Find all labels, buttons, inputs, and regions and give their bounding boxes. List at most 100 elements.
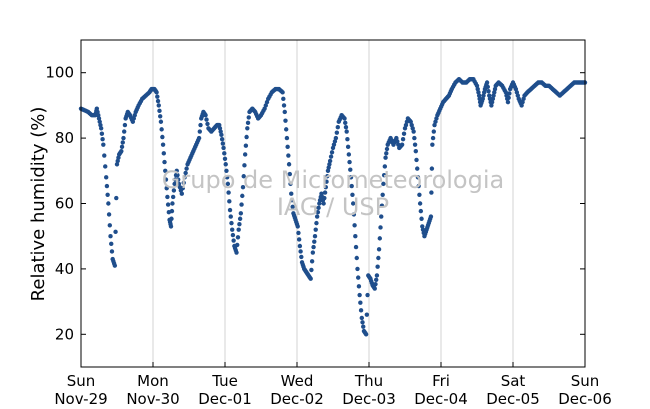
data-point (246, 115, 251, 120)
data-point (284, 135, 290, 141)
data-point (418, 208, 424, 214)
data-point (344, 129, 349, 134)
data-point (312, 239, 317, 244)
data-point (120, 140, 125, 145)
data-point (218, 129, 223, 134)
data-point (119, 148, 124, 154)
x-tick-day: Sun (67, 372, 96, 390)
data-point (217, 126, 223, 131)
data-point (103, 164, 108, 169)
data-point (112, 263, 118, 268)
data-point (474, 83, 480, 88)
data-point (333, 135, 339, 141)
data-point (102, 153, 107, 158)
x-tick-day: Thu (354, 372, 383, 390)
data-point (227, 207, 233, 213)
data-point (322, 190, 328, 195)
data-point (283, 118, 288, 123)
data-point (155, 94, 160, 99)
data-point (158, 119, 164, 124)
data-point (412, 135, 417, 141)
x-tick-day: Fri (432, 372, 450, 390)
data-point (96, 113, 101, 118)
data-point (357, 292, 362, 298)
x-tick-date: Dec-02 (270, 390, 324, 408)
data-point (181, 180, 186, 185)
data-point (244, 134, 249, 140)
data-point (343, 125, 349, 130)
y-tick-label: 40 (55, 260, 74, 278)
data-point (381, 172, 387, 178)
data-point (415, 166, 420, 171)
data-point (175, 172, 180, 178)
data-point (346, 152, 352, 157)
x-axis-ticks: SunNov-29MonNov-30TueDec-01WedDec-02ThuD… (54, 362, 612, 408)
data-point (384, 151, 389, 156)
data-point (224, 175, 230, 180)
data-point (313, 227, 318, 232)
data-point (240, 184, 246, 190)
data-point (311, 244, 316, 250)
data-point (156, 103, 161, 108)
data-point (105, 192, 110, 197)
data-point (95, 109, 100, 115)
data-point (164, 186, 169, 191)
data-point (109, 241, 114, 247)
data-point (234, 250, 239, 255)
data-point (99, 131, 105, 136)
data-point (289, 198, 295, 203)
data-point (356, 275, 361, 280)
data-point (315, 210, 321, 215)
data-point (281, 103, 287, 108)
data-point (309, 259, 315, 264)
data-point (228, 214, 233, 219)
x-tick-date: Dec-01 (198, 390, 252, 408)
data-point (122, 122, 128, 128)
data-point (381, 181, 386, 187)
data-point (475, 86, 480, 92)
data-point (183, 170, 188, 176)
data-point (169, 208, 175, 214)
x-tick-date: Nov-29 (54, 390, 107, 408)
data-point (238, 211, 244, 216)
data-point (354, 255, 359, 261)
data-point (235, 235, 241, 240)
data-point (486, 89, 491, 94)
x-tick-date: Dec-06 (558, 390, 612, 408)
data-point (163, 177, 169, 182)
data-point (98, 126, 104, 131)
data-point (416, 183, 421, 189)
data-point (108, 234, 113, 239)
data-point (358, 300, 363, 305)
data-point (429, 190, 434, 195)
data-point (160, 142, 166, 147)
data-point (176, 177, 181, 182)
data-point (288, 181, 293, 187)
y-tick-label: 60 (55, 195, 74, 213)
data-point (96, 116, 102, 121)
data-point (323, 184, 328, 190)
x-tick-day: Mon (137, 372, 169, 390)
data-point (98, 122, 103, 128)
data-point (158, 114, 163, 119)
data-point (226, 190, 231, 195)
data-point (360, 320, 365, 325)
data-point (180, 186, 185, 191)
data-point (383, 155, 388, 160)
data-point (290, 204, 295, 209)
data-point (487, 93, 492, 98)
data-point (205, 121, 210, 127)
data-point (417, 201, 423, 206)
data-point (219, 132, 224, 138)
data-point (163, 168, 168, 173)
data-point (430, 135, 436, 141)
data-point (204, 117, 209, 122)
data-point (280, 90, 285, 95)
data-point (374, 277, 379, 282)
data-point (106, 212, 112, 217)
data-point (401, 131, 407, 136)
data-point (342, 116, 347, 121)
data-point (314, 214, 320, 219)
data-point (220, 141, 226, 146)
data-point (384, 146, 390, 152)
